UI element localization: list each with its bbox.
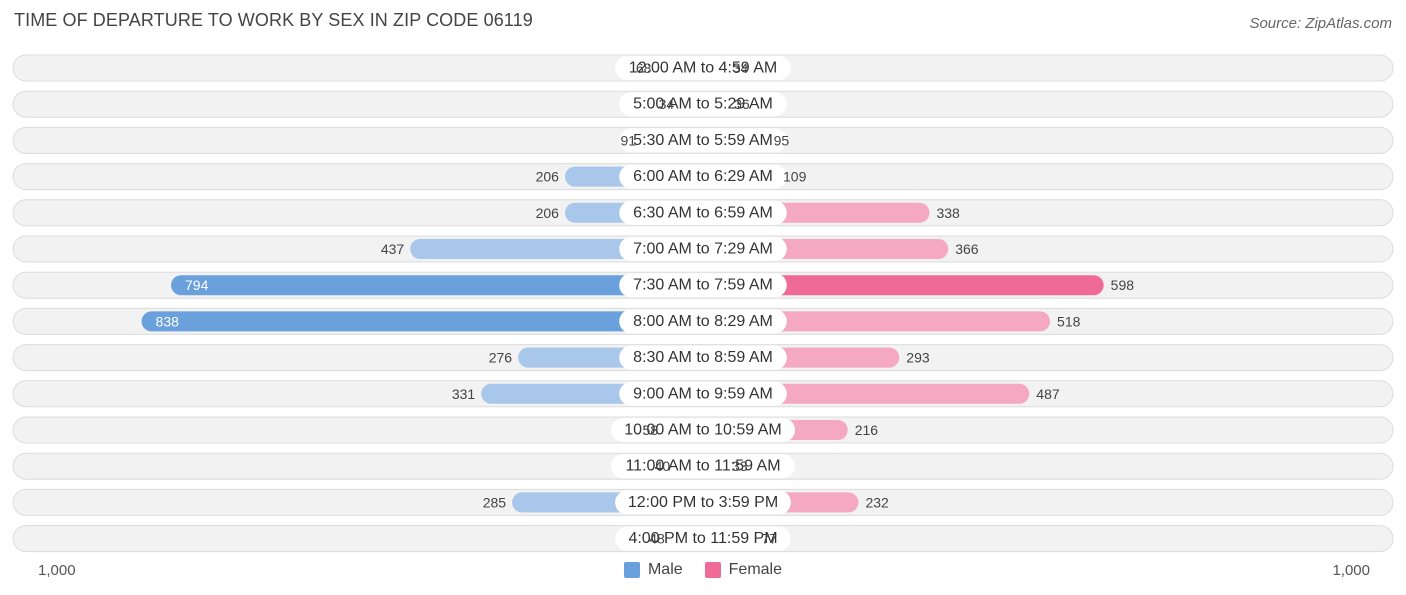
category-pill bbox=[619, 237, 787, 261]
male-value-label: 40 bbox=[655, 458, 671, 474]
male-value-label: 437 bbox=[381, 241, 405, 257]
female-value-label: 487 bbox=[1036, 386, 1060, 402]
category-label: 4:00 PM to 11:59 PM bbox=[628, 530, 777, 547]
category-label: 10:00 AM to 10:59 AM bbox=[624, 422, 781, 439]
category-label: 8:30 AM to 8:59 AM bbox=[633, 349, 773, 366]
category-label: 12:00 AM to 4:59 AM bbox=[629, 60, 778, 77]
female-value-label: 518 bbox=[1057, 313, 1081, 329]
category-label: 9:00 AM to 9:59 AM bbox=[633, 385, 773, 402]
female-value-label: 34 bbox=[733, 60, 749, 76]
category-pill bbox=[619, 128, 787, 153]
female-value-label: 293 bbox=[906, 350, 930, 366]
category-pill bbox=[615, 490, 791, 515]
legend-swatch-male bbox=[623, 562, 640, 578]
male-value-label: 68 bbox=[636, 60, 652, 76]
category-pill bbox=[619, 92, 787, 117]
female-value-label: 338 bbox=[936, 205, 960, 221]
category-label: 6:00 AM to 6:29 AM bbox=[633, 168, 773, 185]
category-pill bbox=[619, 345, 787, 370]
category-pill bbox=[619, 273, 787, 298]
female-value-label: 33 bbox=[732, 458, 748, 474]
male-value-label: 206 bbox=[536, 169, 560, 185]
female-bar bbox=[703, 275, 1104, 296]
legend-item-male[interactable]: Male bbox=[623, 561, 683, 579]
category-label: 5:00 AM to 5:29 AM bbox=[633, 96, 773, 113]
male-value-label: 838 bbox=[156, 313, 180, 329]
female-value-label: 366 bbox=[955, 241, 979, 257]
category-label: 12:00 PM to 3:59 PM bbox=[628, 494, 778, 511]
male-value-label: 285 bbox=[483, 494, 507, 510]
chart-title: TIME OF DEPARTURE TO WORK BY SEX IN ZIP … bbox=[14, 10, 533, 30]
male-value-label: 206 bbox=[536, 205, 560, 221]
category-label: 6:30 AM to 6:59 AM bbox=[633, 204, 773, 221]
male-value-label: 276 bbox=[489, 350, 513, 366]
category-pill bbox=[619, 200, 787, 225]
male-value-label: 794 bbox=[185, 277, 209, 293]
male-bar bbox=[141, 311, 704, 332]
female-value-label: 95 bbox=[774, 132, 790, 148]
female-value-label: 36 bbox=[734, 96, 750, 112]
category-label: 8:00 AM to 8:29 AM bbox=[633, 313, 773, 330]
category-pill bbox=[615, 56, 791, 80]
male-bar bbox=[171, 275, 703, 296]
male-value-label: 91 bbox=[620, 132, 636, 148]
legend-label-female: Female bbox=[728, 561, 783, 578]
axis-label-right: 1,000 bbox=[1332, 562, 1370, 579]
female-value-label: 109 bbox=[783, 169, 807, 185]
female-bar bbox=[703, 311, 1051, 332]
category-pill bbox=[615, 526, 791, 551]
category-pill bbox=[611, 454, 795, 479]
female-value-label: 77 bbox=[762, 531, 778, 547]
male-value-label: 58 bbox=[643, 422, 659, 438]
category-pill bbox=[619, 164, 787, 189]
male-value-label: 34 bbox=[659, 96, 675, 112]
legend: Male Female bbox=[0, 561, 1406, 579]
category-label: 11:00 AM to 11:59 AM bbox=[625, 458, 780, 475]
legend-swatch-female bbox=[704, 562, 721, 578]
female-value-label: 598 bbox=[1111, 277, 1135, 293]
female-value-label: 232 bbox=[865, 494, 889, 510]
category-pill bbox=[619, 381, 787, 406]
male-value-label: 331 bbox=[452, 386, 476, 402]
male-value-label: 48 bbox=[649, 531, 665, 547]
category-pill bbox=[611, 418, 795, 442]
category-label: 7:30 AM to 7:59 AM bbox=[633, 277, 773, 294]
category-label: 5:30 AM to 5:59 AM bbox=[633, 132, 773, 149]
category-pill bbox=[619, 309, 787, 334]
legend-label-male: Male bbox=[647, 561, 683, 578]
category-label: 7:00 AM to 7:29 AM bbox=[633, 241, 773, 258]
axis-label-left: 1,000 bbox=[38, 562, 76, 579]
legend-item-female[interactable]: Female bbox=[704, 561, 783, 579]
source-note: Source: ZipAtlas.com bbox=[1249, 15, 1392, 32]
female-value-label: 216 bbox=[855, 422, 879, 438]
